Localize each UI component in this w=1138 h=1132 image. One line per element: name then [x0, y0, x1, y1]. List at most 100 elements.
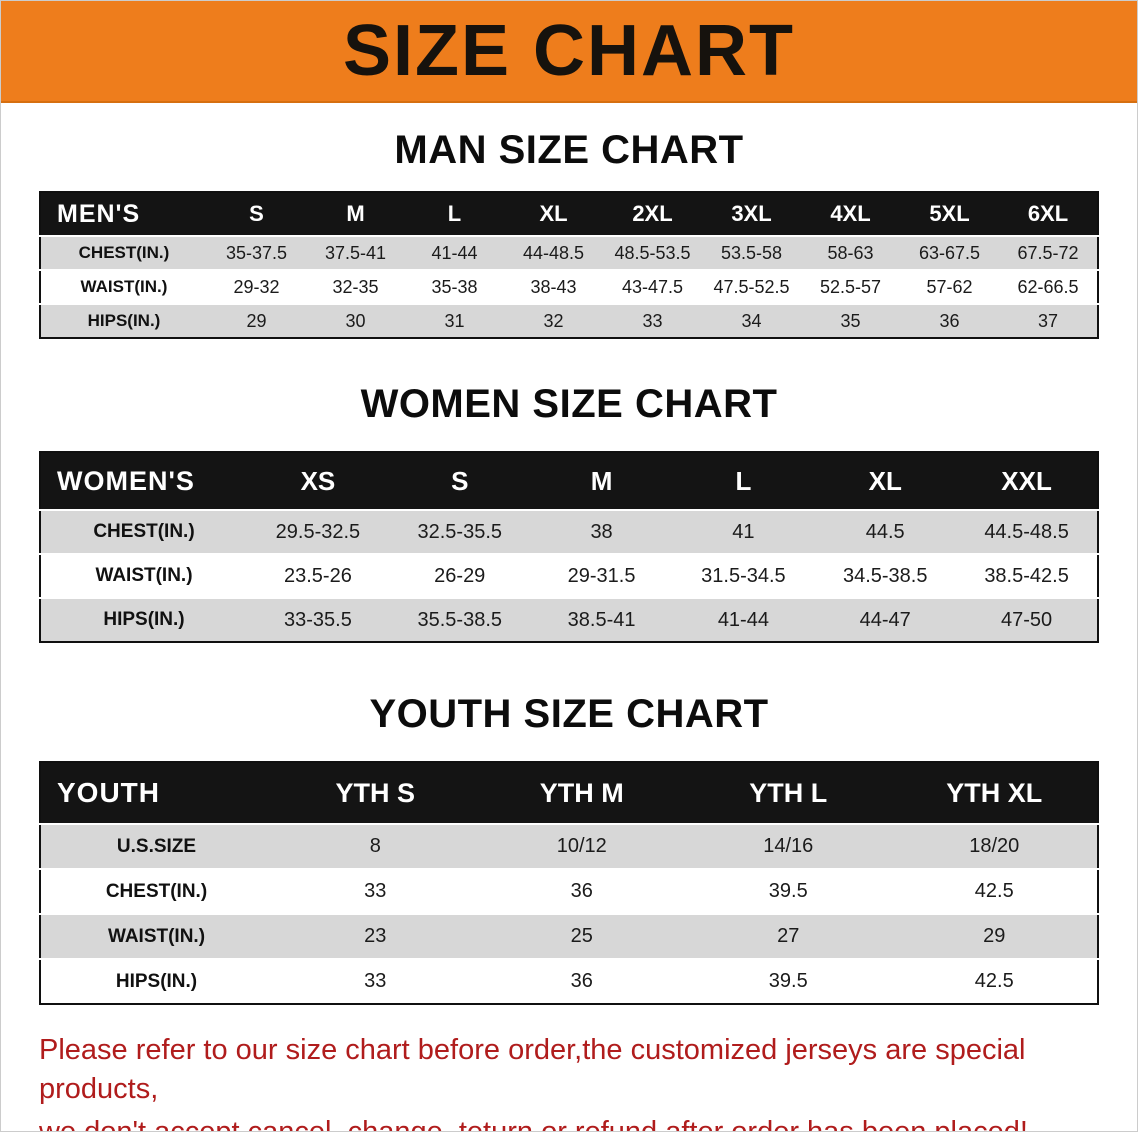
value-cell: 44.5-48.5	[956, 509, 1098, 554]
women-size-table: WOMEN'S XS S M L XL XXL CHEST(IN.) 29.5-32.5 32.5…	[39, 451, 1099, 643]
man-size-chart-heading: MAN SIZE CHART	[394, 128, 744, 172]
youth-size-table: YOUTH YTH S YTH M YTH L YTH XL U.S.SIZE 8 10/12…	[39, 761, 1099, 1005]
measurement-label: HIPS(IN.)	[40, 958, 272, 1004]
value-cell: 29.5-32.5	[247, 509, 389, 554]
women-group-label: WOMEN'S	[40, 452, 247, 510]
value-cell: 30	[306, 303, 405, 338]
table-row: HIPS(IN.) 33 36 39.5 42.5	[40, 958, 1098, 1004]
value-cell: 44-48.5	[504, 235, 603, 270]
value-cell: 33	[272, 958, 479, 1004]
youth-header-row: YOUTH YTH S YTH M YTH L YTH XL	[40, 762, 1098, 824]
size-column-header: YTH M	[478, 762, 685, 824]
table-row: U.S.SIZE 8 10/12 14/16 18/20	[40, 823, 1098, 869]
value-cell: 26-29	[388, 553, 531, 598]
men-header-row: MEN'S S M L XL 2XL 3XL 4XL 5XL 6XL	[40, 192, 1098, 236]
value-cell: 14/16	[685, 823, 892, 869]
value-cell: 31.5-34.5	[672, 553, 815, 598]
value-cell: 10/12	[478, 823, 685, 869]
value-cell: 36	[900, 303, 999, 338]
measurement-label: HIPS(IN.)	[40, 597, 247, 642]
value-cell: 52.5-57	[801, 269, 900, 304]
size-column-header: L	[672, 452, 815, 510]
value-cell: 34.5-38.5	[814, 553, 957, 598]
value-cell: 63-67.5	[900, 235, 999, 270]
value-cell: 39.5	[685, 868, 892, 914]
size-column-header: L	[405, 192, 504, 236]
value-cell: 18/20	[891, 823, 1098, 869]
value-cell: 41-44	[672, 597, 815, 642]
size-column-header: YTH L	[685, 762, 892, 824]
value-cell: 44-47	[814, 597, 957, 642]
women-size-chart-heading: WOMEN SIZE CHART	[360, 382, 778, 426]
value-cell: 58-63	[801, 235, 900, 270]
footer-line-2: we don't accept cancel, change, teturn o…	[39, 1113, 1099, 1131]
page-title: SIZE CHART	[343, 11, 795, 91]
value-cell: 35-38	[405, 269, 504, 304]
table-row: WAIST(IN.) 29-32 32-35 35-38 38-43 43-47.5 47.…	[40, 269, 1098, 304]
size-column-header: YTH S	[272, 762, 479, 824]
table-row: HIPS(IN.) 29 30 31 32 33 34 35 36 37	[40, 303, 1098, 338]
size-column-header: 5XL	[900, 192, 999, 236]
value-cell: 41	[672, 509, 815, 554]
value-cell: 36	[478, 868, 685, 914]
value-cell: 57-62	[900, 269, 999, 304]
table-row: CHEST(IN.) 35-37.5 37.5-41 41-44 44-48.5 48.5…	[40, 235, 1098, 270]
size-column-header: M	[306, 192, 405, 236]
size-column-header: XS	[247, 452, 389, 510]
value-cell: 33	[272, 868, 479, 914]
size-column-header: S	[207, 192, 306, 236]
value-cell: 27	[685, 913, 892, 959]
size-column-header: XL	[814, 452, 957, 510]
value-cell: 38	[530, 509, 673, 554]
measurement-label: U.S.SIZE	[40, 823, 272, 869]
value-cell: 43-47.5	[603, 269, 702, 304]
value-cell: 33	[603, 303, 702, 338]
value-cell: 8	[272, 823, 479, 869]
youth-group-label: YOUTH	[40, 762, 272, 824]
value-cell: 47-50	[956, 597, 1098, 642]
value-cell: 36	[478, 958, 685, 1004]
measurement-label: WAIST(IN.)	[40, 553, 247, 598]
value-cell: 29	[207, 303, 306, 338]
value-cell: 53.5-58	[702, 235, 801, 270]
value-cell: 48.5-53.5	[603, 235, 702, 270]
size-column-header: 3XL	[702, 192, 801, 236]
table-row: HIPS(IN.) 33-35.5 35.5-38.5 38.5-41 41-44 44-…	[40, 597, 1098, 642]
youth-size-chart-heading: YOUTH SIZE CHART	[369, 692, 769, 736]
footer-line-1: Please refer to our size chart before or…	[39, 1034, 1026, 1106]
size-column-header: 6XL	[999, 192, 1098, 236]
women-header-row: WOMEN'S XS S M L XL XXL	[40, 452, 1098, 510]
value-cell: 37	[999, 303, 1098, 338]
men-size-table: MEN'S S M L XL 2XL 3XL 4XL 5XL 6XL CHEST(IN.) 35-37…	[39, 191, 1099, 339]
value-cell: 35.5-38.5	[388, 597, 531, 642]
value-cell: 31	[405, 303, 504, 338]
value-cell: 42.5	[891, 868, 1098, 914]
value-cell: 47.5-52.5	[702, 269, 801, 304]
size-column-header: 2XL	[603, 192, 702, 236]
value-cell: 35	[801, 303, 900, 338]
value-cell: 42.5	[891, 958, 1098, 1004]
measurement-label: WAIST(IN.)	[40, 269, 207, 304]
size-column-header: XXL	[956, 452, 1098, 510]
size-column-header: YTH XL	[891, 762, 1098, 824]
measurement-label: CHEST(IN.)	[40, 868, 272, 914]
value-cell: 29-32	[207, 269, 306, 304]
size-column-header: S	[388, 452, 531, 510]
table-row: WAIST(IN.) 23 25 27 29	[40, 913, 1098, 959]
measurement-label: HIPS(IN.)	[40, 303, 207, 338]
value-cell: 33-35.5	[247, 597, 389, 642]
size-column-header: 4XL	[801, 192, 900, 236]
footer-note: Please refer to our size chart before or…	[39, 1031, 1099, 1131]
value-cell: 32-35	[306, 269, 405, 304]
table-row: WAIST(IN.) 23.5-26 26-29 29-31.5 31.5-34.5 34…	[40, 553, 1098, 598]
value-cell: 29	[891, 913, 1098, 959]
value-cell: 38.5-41	[530, 597, 673, 642]
measurement-label: WAIST(IN.)	[40, 913, 272, 959]
value-cell: 25	[478, 913, 685, 959]
banner: SIZE CHART	[1, 1, 1137, 103]
men-group-label: MEN'S	[40, 192, 207, 236]
value-cell: 23	[272, 913, 479, 959]
value-cell: 34	[702, 303, 801, 338]
value-cell: 32.5-35.5	[388, 509, 531, 554]
